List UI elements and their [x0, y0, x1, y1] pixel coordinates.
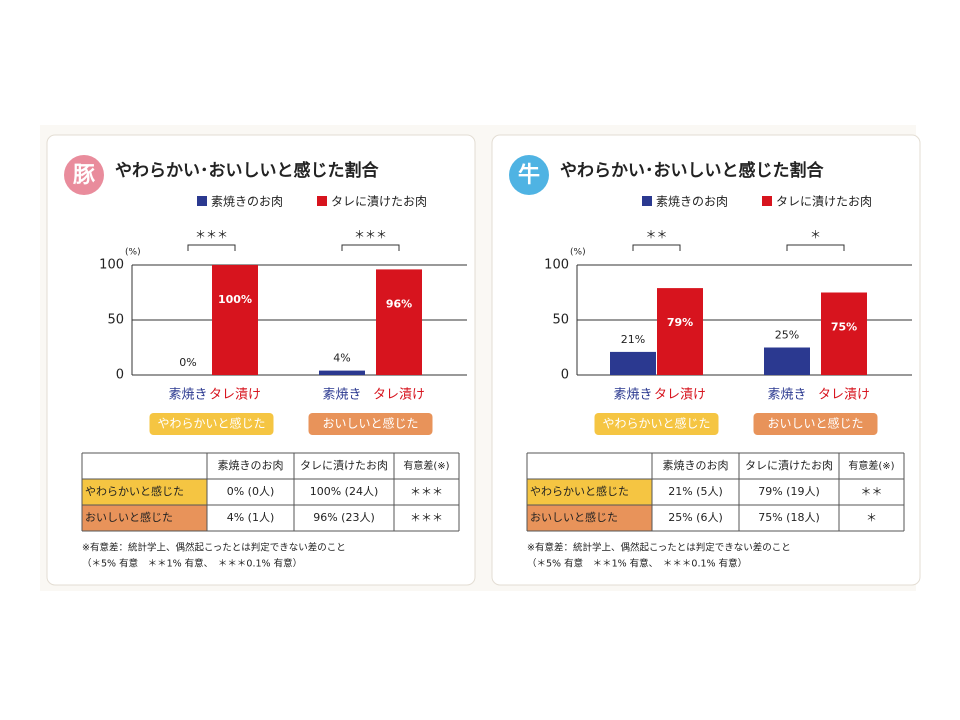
bar	[376, 269, 422, 375]
legend-label: 素焼きのお肉	[211, 195, 283, 209]
row-label: おいしいと感じた	[530, 511, 618, 524]
chart-title: やわらかい･おいしいと感じた割合	[115, 160, 379, 181]
table-header: 有意差(※)	[403, 459, 449, 472]
icon-text: 牛	[518, 162, 540, 188]
significance-bracket	[632, 244, 681, 251]
bar	[319, 370, 365, 375]
panel: 豚やわらかい･おいしいと感じた割合素焼きのお肉 タレに漬けたお肉(%)050100…	[46, 134, 476, 586]
significance-bracket	[786, 244, 845, 251]
table-header: タレに漬けたお肉	[745, 458, 833, 472]
bar-label: タレ漬け	[209, 388, 261, 403]
panel: 牛やわらかい･おいしいと感じた割合素焼きのお肉 タレに漬けたお肉(%)050100…	[491, 134, 921, 586]
bar	[657, 288, 703, 375]
table-cell: 25% (6人)	[668, 511, 723, 524]
significance-mark: ＊＊	[646, 228, 668, 241]
row-label-cell	[527, 505, 652, 531]
row-label: やわらかいと感じた	[530, 485, 629, 498]
bar	[610, 351, 656, 375]
significance-mark: ＊	[810, 228, 821, 241]
row-label-cell	[82, 479, 207, 505]
table: 素焼きのお肉 タレに漬けたお肉 有意差(※) やわらかいと感じた 0% (0人) 100%…	[81, 452, 460, 532]
table: 素焼きのお肉 タレに漬けたお肉 有意差(※) やわらかいと感じた 21% (5人) 79%…	[526, 452, 905, 532]
bar-label: 素焼き	[322, 388, 361, 403]
legend-label: タレに漬けたお肉	[776, 194, 872, 209]
y-tick-label: 0	[561, 368, 569, 383]
icon-text: 豚	[73, 163, 95, 188]
significance-mark: ＊＊＊	[354, 228, 387, 241]
category-box	[149, 413, 274, 435]
icon	[509, 155, 549, 195]
significance-bracket	[341, 244, 400, 251]
category-box	[594, 413, 719, 435]
table-cell: ＊	[866, 511, 877, 524]
value-label: 21%	[621, 333, 645, 346]
category-label: おいしいと感じた	[767, 416, 863, 431]
category-box	[753, 413, 878, 435]
legend-swatch	[197, 196, 207, 206]
bar	[764, 347, 810, 375]
table-cell: 0% (0人)	[227, 485, 275, 498]
bar-label: タレ漬け	[654, 388, 706, 403]
bar-label: タレ漬け	[373, 388, 425, 403]
value-label: 79%	[667, 316, 693, 329]
table-cell: ＊＊＊	[410, 485, 443, 498]
chart-title: やわらかい･おいしいと感じた割合	[560, 160, 824, 181]
footnote: ※有意差：統計学上、偶然起こったとは判定できない差のこと	[527, 542, 791, 554]
icon	[64, 155, 104, 195]
row-label-cell	[527, 479, 652, 505]
row-label-cell	[82, 505, 207, 531]
table-header: 有意差(※)	[848, 459, 894, 472]
value-label: 4%	[333, 352, 350, 365]
category-box	[308, 413, 433, 435]
bar-label: タレ漬け	[818, 388, 870, 403]
table-cell: ＊＊	[861, 485, 883, 498]
category-label: おいしいと感じた	[322, 416, 418, 431]
bar-label: 素焼き	[168, 388, 207, 403]
footnote: ※有意差：統計学上、偶然起こったとは判定できない差のこと	[82, 542, 346, 554]
table-cell: 75% (18人)	[758, 511, 820, 524]
legend-label: タレに漬けたお肉	[331, 194, 427, 209]
bar-label: 素焼き	[613, 388, 652, 403]
table-header: タレに漬けたお肉	[300, 458, 388, 472]
significance-bracket	[187, 244, 236, 251]
category-label: やわらかいと感じた	[602, 416, 710, 431]
legend-swatch	[317, 196, 327, 206]
category-label: やわらかいと感じた	[157, 416, 265, 431]
bar-label: 素焼き	[767, 388, 806, 403]
table-cell: 4% (1人)	[227, 511, 275, 524]
footnote: （＊5% 有意 ＊＊1% 有意、 ＊＊＊0.1% 有意）	[82, 558, 302, 570]
table-cell: 21% (5人)	[668, 485, 723, 498]
y-tick-label: 0	[116, 368, 124, 383]
table-cell: 79% (19人)	[758, 485, 820, 498]
significance-mark: ＊＊＊	[195, 228, 228, 241]
legend-label: 素焼きのお肉	[656, 195, 728, 209]
row-label: やわらかいと感じた	[85, 485, 184, 498]
y-tick-label: 100	[99, 258, 124, 273]
footnote: （＊5% 有意 ＊＊1% 有意、 ＊＊＊0.1% 有意）	[527, 558, 747, 570]
table-header: 素焼きのお肉	[218, 459, 284, 472]
y-unit: (%)	[570, 248, 586, 258]
table-cell: 100% (24人)	[310, 485, 379, 498]
value-label: 0%	[179, 356, 196, 369]
y-tick-label: 100	[544, 258, 569, 273]
bar	[212, 265, 258, 375]
legend-swatch	[642, 196, 652, 206]
panel-box	[46, 134, 476, 586]
panel-box	[491, 134, 921, 586]
legend-swatch	[762, 196, 772, 206]
table-header: 素焼きのお肉	[663, 459, 729, 472]
y-tick-label: 50	[552, 313, 569, 328]
value-label: 25%	[775, 329, 799, 342]
y-unit: (%)	[125, 248, 141, 258]
value-label: 75%	[831, 321, 857, 334]
table-cell: 96% (23人)	[313, 511, 375, 524]
row-label: おいしいと感じた	[85, 511, 173, 524]
value-label: 100%	[218, 293, 252, 306]
y-tick-label: 50	[107, 313, 124, 328]
value-label: 96%	[386, 297, 412, 310]
table-cell: ＊＊＊	[410, 511, 443, 524]
bar	[821, 292, 867, 375]
